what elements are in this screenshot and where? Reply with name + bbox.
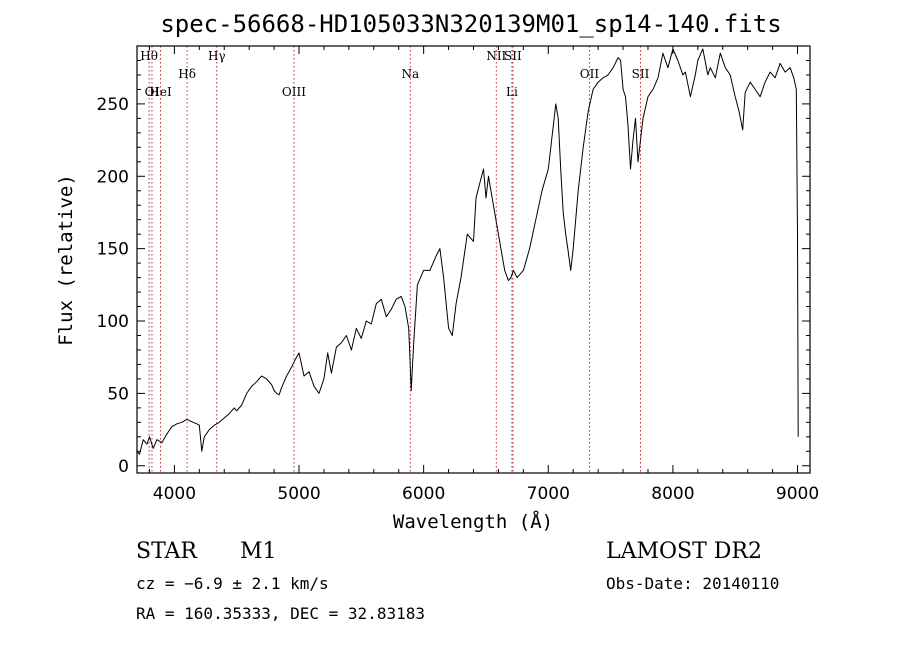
coordinates-readout: RA = 160.35333, DEC = 32.83183 xyxy=(136,604,425,623)
line-label-4: Hγ xyxy=(208,49,226,63)
y-tick-label-3: 150 xyxy=(97,240,129,260)
x-tick-label-4: 8000 xyxy=(651,484,694,504)
x-axis-label: Wavelength (Å) xyxy=(393,510,553,533)
line-label-9: Li xyxy=(506,85,518,99)
line-label-5: OIII xyxy=(282,85,306,99)
object-class: STAR xyxy=(136,539,198,564)
y-tick-label-4: 200 xyxy=(97,167,129,187)
x-tick-label-5: 9000 xyxy=(776,484,819,504)
line-label-1: OI xyxy=(145,85,160,99)
y-tick-label-0: 0 xyxy=(118,457,129,477)
line-label-6: Na xyxy=(401,67,419,81)
y-tick-label-5: 250 xyxy=(97,95,129,115)
line-label-2: HeI xyxy=(149,85,172,99)
x-tick-label-3: 7000 xyxy=(527,484,570,504)
spectrum-series-line xyxy=(136,48,799,455)
line-label-0: Hθ xyxy=(140,49,158,63)
redshift-readout: cz = −6.9 ± 2.1 km/s xyxy=(136,574,329,593)
y-tick-label-1: 50 xyxy=(107,384,129,404)
plot-frame xyxy=(136,45,811,474)
chart-title: spec-56668-HD105033N320139M01_sp14-140.f… xyxy=(160,10,781,38)
line-label-10: OII xyxy=(580,67,600,81)
x-tick-label-1: 5000 xyxy=(277,484,320,504)
line-label-8: SII xyxy=(504,49,522,63)
observation-date: Obs-Date: 20140110 xyxy=(606,574,779,593)
y-axis-label: Flux (relative) xyxy=(55,174,77,346)
object-subclass: M1 xyxy=(240,539,277,564)
line-label-7: NII xyxy=(486,49,506,63)
x-tick-label-0: 4000 xyxy=(153,484,196,504)
x-tick-label-2: 6000 xyxy=(402,484,445,504)
line-label-11: SII xyxy=(632,67,650,81)
line-label-3: Hδ xyxy=(178,67,196,81)
survey-name: LAMOST DR2 xyxy=(606,539,762,564)
y-tick-label-2: 100 xyxy=(97,312,129,332)
